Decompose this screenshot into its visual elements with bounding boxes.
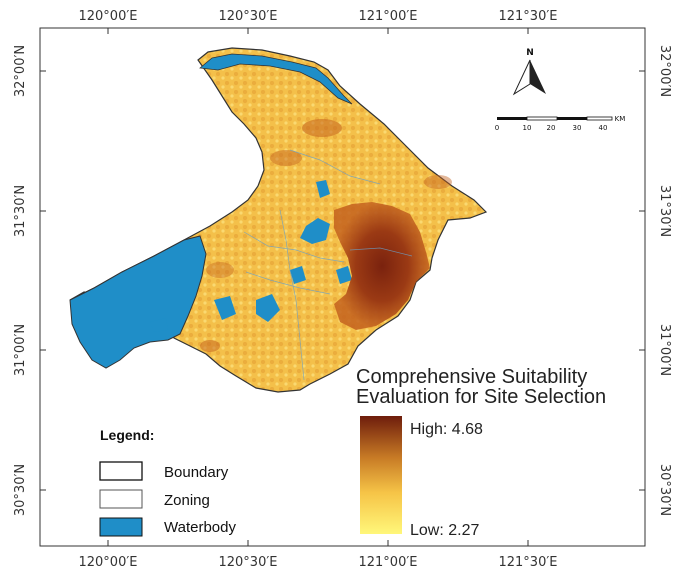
lake-west [69,235,207,369]
scale-label: 20 [547,124,556,132]
scale-bar: 0 10 20 30 40 KM [495,115,626,132]
top-lon-label: 121°00′E [358,9,417,24]
lake-small [214,296,236,320]
north-arrow-right-icon [530,60,546,94]
top-lon-label: 121°30′E [498,9,557,24]
hotspot-medium [270,150,302,166]
left-lat-label: 31°30′N [13,185,28,237]
graticule-ticks [40,28,645,546]
lake-small [290,266,306,284]
north-arrow: N [512,48,546,96]
bottom-lon-label: 120°00′E [78,555,137,570]
lake-small [316,180,330,198]
zoning-lines [243,149,413,381]
lake-small [336,266,352,284]
left-lat-label: 30°30′N [13,464,28,516]
lake-small [150,318,168,332]
river-north [199,53,353,105]
bottom-lon-label: 120°30′E [218,555,277,570]
legend-label-zoning: Zoning [164,492,210,509]
legend-title: Legend: [100,427,154,443]
region-layer [69,47,488,393]
legend-swatch-boundary [99,461,143,481]
lake-small [300,218,330,244]
right-lat-label: 31°00′N [657,324,672,376]
scale-label: 30 [573,124,582,132]
scale-label: 0 [495,124,499,132]
scale-unit: KM [615,115,626,123]
hotspot-medium [206,262,234,278]
legend-swatch-waterbody [99,517,143,537]
scale-label: 40 [599,124,608,132]
right-lat-label: 30°30′N [657,464,672,516]
suitability-high-label: High: 4.68 [410,421,483,438]
bottom-lon-label: 121°00′E [358,555,417,570]
left-lat-label: 31°00′N [13,324,28,376]
suitability-low-label: Low: 2.27 [410,522,479,539]
legend-label-waterbody: Waterbody [164,519,236,536]
legend-swatch-zoning [99,489,143,509]
left-lat-label: 32°00′N [13,45,28,97]
hotspot-medium [200,340,220,352]
top-lon-label: 120°30′E [218,9,277,24]
top-lon-label: 120°00′E [78,9,137,24]
suitability-gradient-bar [360,416,402,534]
scale-label: 10 [523,124,532,132]
right-lat-label: 31°30′N [657,185,672,237]
right-lat-label: 32°00′N [657,45,672,97]
hotspot-medium [424,175,452,189]
bottom-lon-label: 121°30′E [498,555,557,570]
hotspot-high [334,202,430,330]
suitability-title-line1: Comprehensive Suitability [356,366,587,388]
legend-label-boundary: Boundary [164,464,229,481]
suitability-title-line2: Evaluation for Site Selection [356,386,606,408]
lake-small [256,294,280,322]
hotspot-medium [302,119,342,137]
north-label: N [526,48,534,58]
